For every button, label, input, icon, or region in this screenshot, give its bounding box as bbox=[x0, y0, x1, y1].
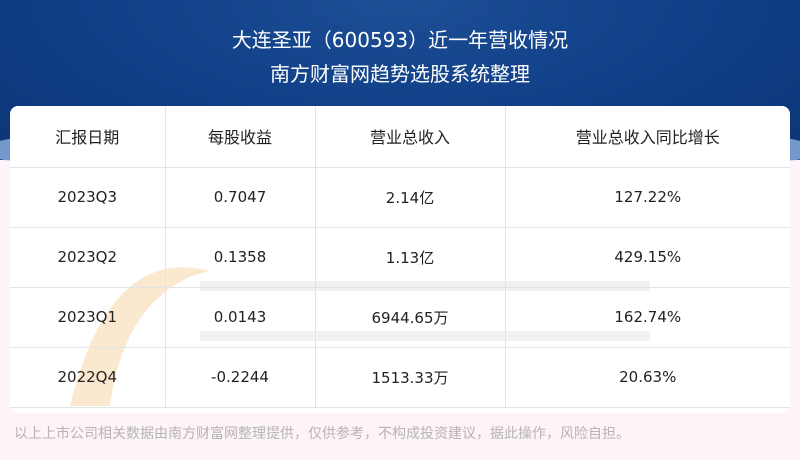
page-subtitle: 南方财富网趋势选股系统整理 bbox=[270, 62, 530, 86]
table-cell: 0.0143 bbox=[165, 287, 316, 348]
table-cell: 2023Q3 bbox=[10, 167, 166, 228]
table-cell: 0.1358 bbox=[165, 227, 316, 288]
table-cell: 1513.33万 bbox=[315, 347, 506, 408]
table-cell: 429.15% bbox=[505, 227, 790, 288]
table-cell: 127.22% bbox=[505, 167, 790, 228]
table-row: 2023Q2 0.1358 1.13亿 429.15% bbox=[10, 227, 790, 288]
table-row: 2022Q4 -0.2244 1513.33万 20.63% bbox=[10, 347, 790, 408]
table-cell: 2022Q4 bbox=[10, 347, 166, 408]
data-table-card: 汇报日期 每股收益 营业总收入 营业总收入同比增长 2023Q3 0.7047 2.14亿 1… bbox=[10, 106, 790, 413]
table-cell: 2.14亿 bbox=[315, 167, 506, 228]
revenue-table: 汇报日期 每股收益 营业总收入 营业总收入同比增长 2023Q3 0.7047 2.14亿 1… bbox=[10, 106, 790, 408]
table-cell: 162.74% bbox=[505, 287, 790, 348]
table-cell: 0.7047 bbox=[165, 167, 316, 228]
column-header: 汇报日期 bbox=[10, 106, 166, 168]
column-header: 每股收益 bbox=[165, 106, 316, 168]
table-cell: 20.63% bbox=[505, 347, 790, 408]
disclaimer: 以上上市公司相关数据由南方财富网整理提供，仅供参考，不构成投资建议，据此操作，风… bbox=[14, 426, 630, 442]
table-cell: -0.2244 bbox=[165, 347, 316, 408]
column-header: 营业总收入同比增长 bbox=[505, 106, 790, 168]
table-cell: 2023Q2 bbox=[10, 227, 166, 288]
table-cell: 1.13亿 bbox=[315, 227, 506, 288]
table-row: 2023Q3 0.7047 2.14亿 127.22% bbox=[10, 167, 790, 228]
table-cell: 6944.65万 bbox=[315, 287, 506, 348]
table-row: 2023Q1 0.0143 6944.65万 162.74% bbox=[10, 287, 790, 348]
table-cell: 2023Q1 bbox=[10, 287, 166, 348]
page-title: 大连圣亚（600593）近一年营收情况 bbox=[231, 28, 569, 52]
column-header: 营业总收入 bbox=[315, 106, 506, 168]
